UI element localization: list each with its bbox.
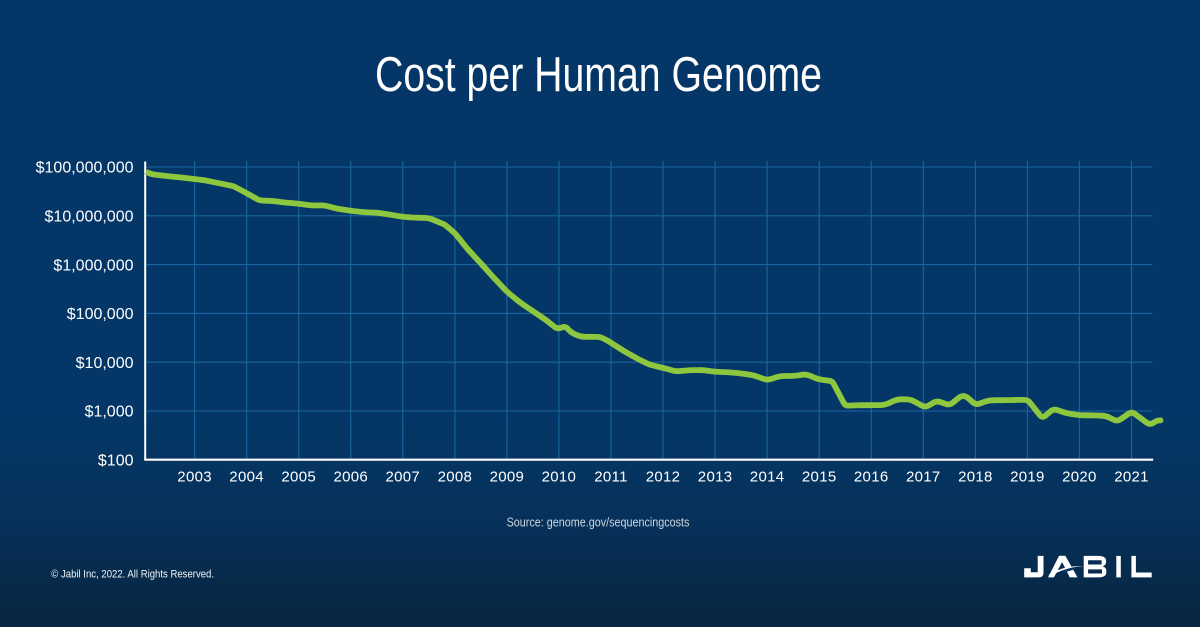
svg-text:$1,000,000: $1,000,000 [53,257,133,274]
svg-text:2008: 2008 [438,469,473,486]
svg-text:2013: 2013 [698,469,733,486]
svg-text:Source: genome.gov/sequencingc: Source: genome.gov/sequencingcosts [507,514,690,529]
svg-text:2010: 2010 [542,469,577,486]
svg-text:$10,000,000: $10,000,000 [45,209,134,226]
svg-text:2015: 2015 [802,469,837,486]
svg-text:2018: 2018 [958,469,993,486]
svg-text:© Jabil Inc, 2022. All Rights: © Jabil Inc, 2022. All Rights Reserved. [51,569,214,581]
svg-text:2014: 2014 [750,469,785,486]
svg-text:Cost per Human Genome: Cost per Human Genome [375,48,822,102]
svg-text:2017: 2017 [906,469,941,486]
svg-text:$1,000: $1,000 [85,404,134,421]
svg-text:$100,000: $100,000 [67,306,134,323]
svg-text:2011: 2011 [594,469,627,486]
svg-text:2019: 2019 [1010,469,1045,486]
svg-text:2020: 2020 [1062,469,1097,486]
svg-text:2006: 2006 [334,469,369,486]
svg-text:$10,000: $10,000 [76,355,134,372]
svg-text:$100: $100 [98,453,134,470]
svg-text:2021: 2021 [1114,469,1149,486]
svg-text:2016: 2016 [854,469,889,486]
svg-text:2005: 2005 [281,469,316,486]
svg-text:2009: 2009 [490,469,525,486]
svg-text:2012: 2012 [646,469,681,486]
svg-text:$100,000,000: $100,000,000 [36,160,134,177]
svg-text:2007: 2007 [386,469,421,486]
svg-text:2003: 2003 [177,469,212,486]
svg-text:2004: 2004 [229,469,264,486]
